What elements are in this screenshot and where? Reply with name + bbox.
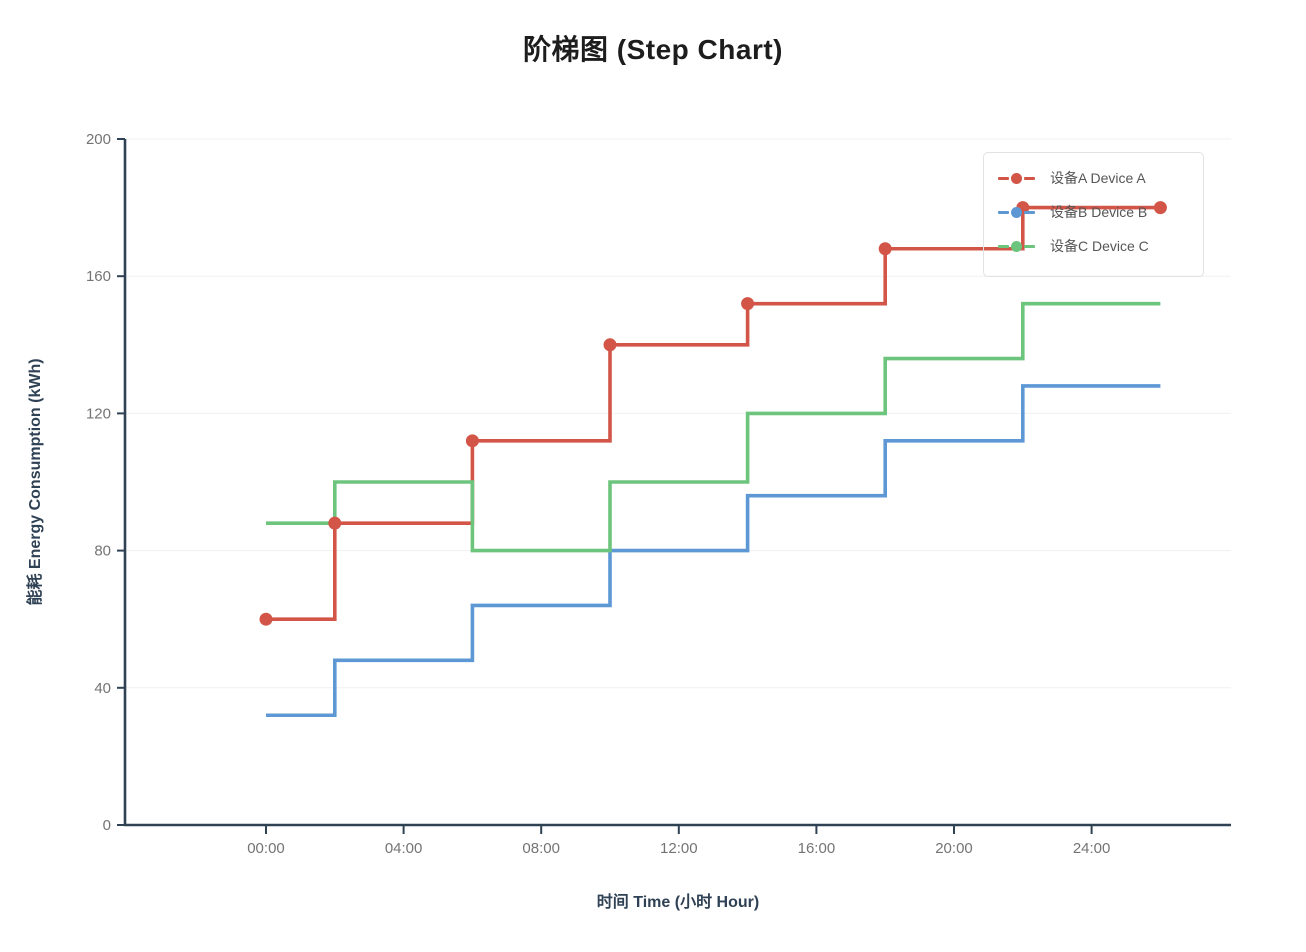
series-line-device-c [266,301,1161,553]
series-line-device-b [266,384,1161,718]
legend-label-device-b: 设备B Device B [1050,204,1148,220]
x-tick-label: 20:00 [935,840,973,857]
x-tick-label: 16:00 [798,840,836,857]
legend-marker-device-a-icon [998,172,1035,184]
x-axis-title: 时间 Time (小时 Hour) [597,892,759,911]
legend-marker-device-b-icon [998,206,1035,218]
x-tick-label: 24:00 [1073,840,1111,857]
x-tick-label: 00:00 [247,840,285,857]
series-marker-device-a [741,297,755,311]
y-tick-label: 80 [94,543,111,560]
x-tick-label: 08:00 [522,840,560,857]
legend-item-device-b[interactable]: 设备B Device B [998,195,1203,229]
y-tick-label: 120 [86,405,111,422]
series-marker-device-a [878,242,892,256]
x-tick-label: 04:00 [385,840,423,857]
legend: 设备A Device A 设备B Device B 设备C Device C [983,152,1204,277]
series-marker-device-a [465,434,479,448]
series-marker-device-a [1153,201,1167,215]
y-tick-label: 0 [103,817,111,834]
y-tick-label: 200 [86,131,111,148]
legend-label-device-c: 设备C Device C [1050,238,1149,254]
y-tick-label: 40 [94,680,111,697]
x-tick-label: 12:00 [660,840,698,857]
y-tick-label: 160 [86,268,111,285]
legend-item-device-c[interactable]: 设备C Device C [998,229,1203,263]
series-line-device-a [266,205,1161,621]
legend-item-device-a[interactable]: 设备A Device A [998,161,1203,195]
y-axis-title: 能耗 Energy Consumption (kWh) [25,358,44,605]
series-marker-device-a [259,612,273,626]
series-marker-device-a [328,516,342,530]
legend-label-device-a: 设备A Device A [1050,170,1146,186]
chart-title: 阶梯图 (Step Chart) [522,34,783,65]
legend-marker-device-c-icon [998,240,1035,252]
series-marker-device-a [603,338,617,352]
